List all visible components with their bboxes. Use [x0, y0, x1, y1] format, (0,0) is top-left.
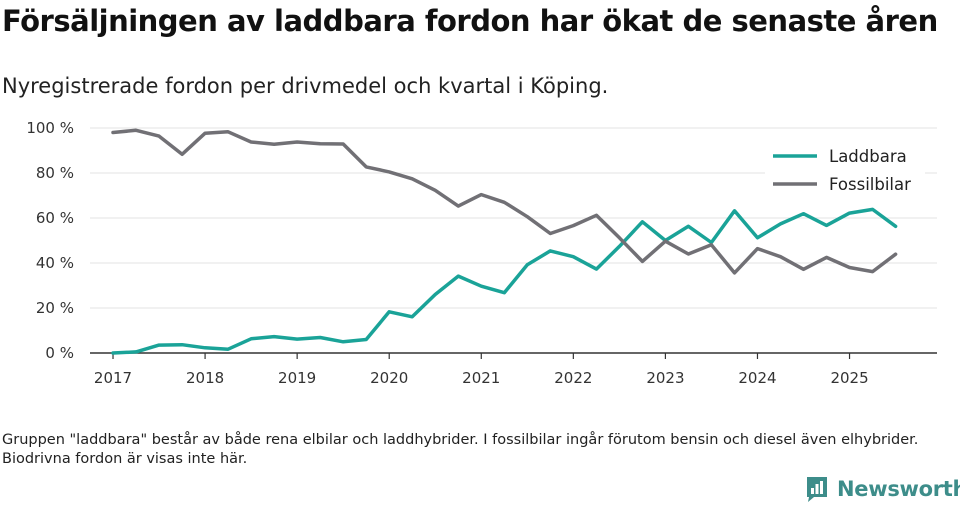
y-tick-label: 60 % — [36, 209, 74, 227]
chart-title: Försäljningen av laddbara fordon har öka… — [2, 4, 938, 38]
x-tick-label: 2017 — [94, 369, 132, 387]
x-tick-label: 2020 — [370, 369, 408, 387]
y-tick-label: 100 % — [26, 119, 74, 137]
series-lines — [111, 128, 898, 355]
legend-label-laddbara: Laddbara — [829, 147, 907, 166]
footnote: Gruppen "laddbara" består av både rena e… — [2, 432, 919, 467]
brand-name: Newsworthy — [837, 477, 960, 501]
newsworthy-logo-icon — [807, 477, 827, 502]
line-chart: 0 % 20 % 40 % 60 % 80 % 100 % 2017 2018 2019 202… — [26, 119, 937, 387]
legend: Laddbara Fossilbilar — [765, 143, 925, 197]
y-tick-label: 40 % — [36, 254, 74, 272]
x-tick-label: 2022 — [554, 369, 592, 387]
y-tick-label: 80 % — [36, 164, 74, 182]
x-tick-label: 2023 — [646, 369, 684, 387]
y-tick-label: 0 % — [45, 344, 74, 362]
x-axis: 2017 2018 2019 2020 2021 2022 2023 2024 2025 — [90, 352, 937, 387]
series-line-laddbara — [111, 207, 898, 355]
x-tick-label: 2019 — [278, 369, 316, 387]
chart-subtitle: Nyregistrerade fordon per drivmedel och … — [2, 74, 609, 98]
x-tick-label: 2018 — [186, 369, 224, 387]
y-axis: 0 % 20 % 40 % 60 % 80 % 100 % — [26, 119, 74, 362]
x-tick-label: 2021 — [462, 369, 500, 387]
x-tick-label: 2025 — [830, 369, 868, 387]
y-tick-label: 20 % — [36, 299, 74, 317]
brand-logo: Newsworthy — [805, 474, 960, 504]
legend-label-fossilbilar: Fossilbilar — [829, 175, 911, 194]
x-tick-label: 2024 — [738, 369, 776, 387]
